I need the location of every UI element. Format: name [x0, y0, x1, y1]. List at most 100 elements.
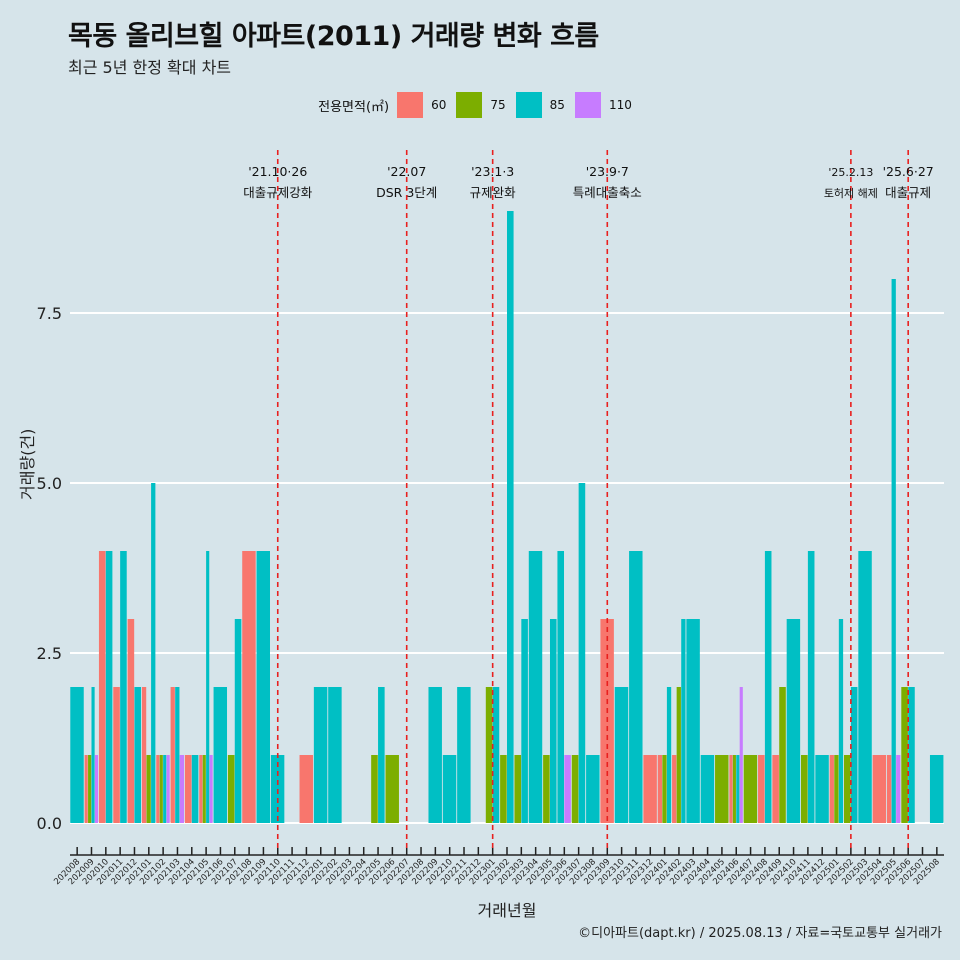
bar-202008-85 [70, 687, 84, 823]
bar-202010-85 [105, 551, 113, 823]
bar-202009-75 [88, 755, 92, 823]
bar-202104-60 [184, 755, 192, 823]
bar-202202-85 [328, 687, 342, 823]
bar-202009-110 [94, 755, 99, 823]
bar-202408-85 [764, 551, 772, 823]
bar-202401-75 [662, 755, 667, 823]
legend-label-85: 85 [549, 98, 565, 112]
event-date: '22.07 [387, 164, 426, 179]
bar-202107-75 [227, 755, 235, 823]
legend-label-110: 110 [608, 98, 632, 112]
bar-202106-85 [213, 687, 228, 823]
bar-202503-85 [858, 551, 872, 823]
bar-202501-60 [829, 755, 834, 823]
bar-202505-60 [886, 755, 892, 823]
bar-202012-85 [134, 687, 142, 823]
chart-title: 목동 올리브힐 아파트(2011) 거래량 변화 흐름 [68, 21, 599, 52]
legend-swatch-60 [397, 92, 424, 118]
bar-202105-75 [202, 755, 206, 823]
bar-202307-75 [571, 755, 579, 823]
bar-202102-85 [163, 755, 167, 823]
bar-202101-75 [146, 755, 151, 823]
event-date: '23.9·7 [586, 164, 629, 179]
bar-202201-85 [313, 687, 328, 823]
event-date: '25.6·27 [883, 164, 934, 179]
y-tick-label: 2.5 [37, 644, 62, 663]
legend-swatch-75 [456, 92, 483, 118]
y-tick-label: 7.5 [37, 304, 62, 323]
bar-202412-85 [815, 755, 829, 823]
bar-202409-75 [779, 687, 786, 823]
bar-202407-75 [743, 755, 758, 823]
event-label: 토허제 해제 [824, 186, 878, 200]
bar-202408-60 [758, 755, 765, 823]
bar-202504-60 [872, 755, 887, 823]
bar-202311-85 [629, 551, 643, 823]
bar-202302-75 [500, 755, 507, 823]
bar-202502-85 [850, 687, 858, 823]
bar-202406-75 [732, 755, 736, 823]
bar-202103-110 [179, 755, 185, 823]
bar-202101-60 [141, 687, 147, 823]
bar-202305-85 [549, 619, 557, 823]
bar-202101-85 [151, 483, 156, 823]
bar-202105-110 [209, 755, 213, 823]
bar-202501-75 [834, 755, 839, 823]
bar-202211-85 [457, 687, 471, 823]
bar-202403-85 [686, 619, 700, 823]
bar-202102-110 [166, 755, 170, 823]
bar-202109-85 [256, 551, 271, 823]
bar-202508-85 [929, 755, 944, 823]
bar-202304-85 [528, 551, 543, 823]
legend-item-60: 60 [397, 92, 446, 118]
bar-202406-85 [736, 755, 740, 823]
event-date: '25.2.13 [828, 166, 873, 179]
event-label: 대출규제 [885, 185, 931, 200]
bar-202409-60 [772, 755, 779, 823]
bar-202107-85 [234, 619, 242, 823]
bar-202302-85 [507, 211, 514, 823]
y-tick-label: 5.0 [37, 474, 62, 493]
event-date: '21.10·26 [248, 164, 307, 179]
bar-202310-85 [614, 687, 629, 823]
bar-202410-85 [786, 619, 801, 823]
x-axis-title: 거래년월 [477, 901, 537, 920]
bar-202505-110 [896, 755, 901, 823]
bar-202210-85 [442, 755, 457, 823]
bar-202405-75 [715, 755, 729, 823]
legend-item-110: 110 [574, 92, 632, 118]
bar-202105-60 [199, 755, 203, 823]
chart-subtitle: 최근 5년 한정 확대 차트 [68, 58, 232, 77]
legend-swatch-110 [574, 92, 601, 118]
bar-202009-85 [91, 687, 95, 823]
bar-202209-85 [428, 687, 442, 823]
event-label: 특례대출축소 [573, 185, 642, 200]
bar-202506-75 [901, 687, 908, 823]
legend: 전용면적(㎡) 60 75 85 110 [0, 92, 960, 118]
bar-202306-85 [557, 551, 565, 823]
bar-202402-75 [676, 687, 681, 823]
bar-202205-75 [371, 755, 378, 823]
bar-202401-60 [657, 755, 663, 823]
bar-202307-85 [578, 483, 586, 823]
bar-202505-85 [891, 279, 896, 823]
bar-202104-85 [191, 755, 199, 823]
bar-202102-60 [156, 755, 160, 823]
bar-202010-60 [98, 551, 106, 823]
bar-202506-85 [908, 687, 915, 823]
bar-202011-60 [113, 687, 120, 823]
bar-202402-60 [672, 755, 677, 823]
legend-item-85: 85 [515, 92, 565, 118]
legend-label-75: 75 [490, 98, 506, 112]
bar-202205-85 [378, 687, 385, 823]
bar-202103-85 [175, 687, 180, 823]
bar-202411-75 [801, 755, 808, 823]
y-tick-label: 0.0 [37, 814, 62, 833]
bar-202103-60 [170, 687, 175, 823]
legend-label-60: 60 [431, 98, 447, 112]
bar-202112-60 [299, 755, 313, 823]
bar-202305-75 [543, 755, 550, 823]
bar-202501-85 [838, 619, 844, 823]
legend-swatch-85 [515, 92, 542, 118]
